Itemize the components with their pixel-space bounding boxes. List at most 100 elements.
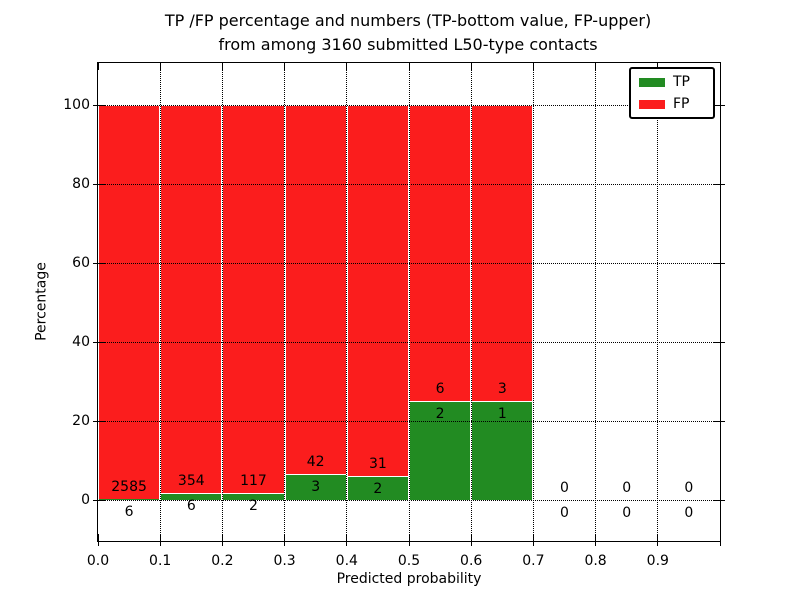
- y-tick-label: 20: [72, 413, 90, 429]
- x-tick-bottom: [657, 534, 659, 546]
- x-tick-bottom: [97, 534, 99, 546]
- y-tick-right: [713, 104, 725, 106]
- y-tick-left: [93, 104, 105, 106]
- fp-count-label: 0: [560, 480, 569, 496]
- plot-area: Percentage Predicted probability TP FP 2…: [34, 62, 725, 587]
- tp-bar-segment: [284, 473, 347, 500]
- fp-count-label: 31: [368, 456, 387, 473]
- y-tick-label: 80: [72, 176, 90, 192]
- y-tick-left: [93, 262, 105, 264]
- fp-count-label: 2585: [111, 479, 147, 496]
- y-tick-right: [713, 262, 725, 264]
- y-tick-label: 100: [63, 97, 90, 113]
- fp-legend-label: FP: [673, 96, 690, 112]
- tp-count-label: 0: [560, 505, 569, 521]
- x-tick-top: [97, 63, 99, 70]
- fp-bar-segment: [346, 105, 409, 477]
- tp-count-label: 0: [684, 505, 694, 521]
- tp-count-label: 2: [435, 406, 445, 423]
- tp-legend-label: TP: [673, 74, 690, 90]
- tp-bar-segment: [471, 401, 534, 501]
- y-axis-label: Percentage: [33, 262, 50, 341]
- tp-count-label: 3: [311, 478, 321, 495]
- x-tick-top: [159, 63, 161, 70]
- x-tick-bottom: [532, 534, 534, 546]
- vertical-gridline: [284, 63, 286, 541]
- fp-bar-segment: [98, 105, 161, 500]
- x-tick-bottom: [408, 534, 410, 546]
- y-tick-left: [93, 499, 105, 501]
- x-tick-top: [221, 63, 223, 70]
- legend-entry-tp: TP: [639, 74, 705, 90]
- y-tick-left: [93, 183, 105, 185]
- tp-count-label: 6: [186, 498, 196, 515]
- vertical-gridline: [346, 63, 348, 541]
- x-tick-bottom: [159, 534, 161, 546]
- fp-count-label: 117: [240, 473, 267, 490]
- x-axis-label: Predicted probability: [336, 571, 482, 587]
- vertical-gridline: [221, 63, 223, 541]
- x-tick-top: [470, 63, 472, 70]
- horizontal-gridline: [98, 104, 720, 106]
- vertical-gridline: [657, 63, 659, 541]
- tp-bar-segment: [346, 476, 409, 500]
- legend-entry-fp: FP: [639, 96, 705, 112]
- x-tick-label: 0.9: [646, 553, 669, 569]
- x-tick-bottom: [284, 534, 286, 546]
- x-tick-top: [408, 63, 410, 70]
- x-tick-label: 0.5: [397, 553, 421, 569]
- y-tick-left: [93, 420, 105, 422]
- tp-bar-segment: [409, 401, 472, 501]
- chart-title: TP /FP percentage and numbers (TP-bottom…: [97, 9, 719, 57]
- tp-count-label: 1: [497, 406, 507, 423]
- y-tick-label: 60: [72, 255, 90, 271]
- y-tick-right: [713, 499, 725, 501]
- x-tick-label: 0.4: [335, 553, 358, 569]
- x-tick-label: 0.2: [211, 553, 234, 569]
- fp-count-label: 3: [497, 381, 507, 398]
- x-tick-top: [346, 63, 348, 70]
- x-tick-label: 0.1: [149, 553, 172, 569]
- horizontal-gridline: [98, 499, 720, 501]
- x-tick-label: 0.3: [273, 553, 296, 569]
- horizontal-gridline: [98, 183, 720, 185]
- tp-bar-segment: [222, 493, 285, 500]
- y-tick-label: 40: [72, 334, 90, 350]
- fp-legend-swatch: [639, 99, 665, 109]
- y-tick-right: [713, 183, 725, 185]
- chart-title-line2: from among 3160 submitted L50-type conta…: [218, 35, 598, 54]
- y-tick-right: [713, 420, 725, 422]
- fp-bar-segment: [284, 105, 347, 474]
- tp-count-label: 6: [124, 504, 134, 521]
- x-tick-top: [532, 63, 534, 70]
- fp-count-label: 42: [306, 453, 325, 470]
- x-tick-bottom: [346, 534, 348, 546]
- tp-count-label: 2: [373, 481, 383, 498]
- fp-bar-segment: [409, 105, 472, 402]
- fp-count-label: 0: [684, 480, 694, 496]
- vertical-gridline: [470, 63, 472, 541]
- x-tick-top: [595, 63, 597, 70]
- vertical-gridline: [532, 63, 534, 541]
- tp-legend-swatch: [639, 77, 665, 87]
- x-tick-top: [719, 63, 721, 70]
- x-tick-bottom: [595, 534, 597, 546]
- x-tick-bottom: [719, 534, 721, 546]
- fp-count-label: 354: [177, 473, 205, 490]
- tp-count-label: 0: [622, 505, 632, 521]
- fp-count-label: 6: [435, 381, 445, 398]
- tp-bar-segment: [160, 493, 223, 500]
- chart-title-line1: TP /FP percentage and numbers (TP-bottom…: [164, 11, 652, 30]
- fp-bar-segment: [471, 105, 534, 402]
- fp-bar-segment: [160, 105, 223, 494]
- x-tick-label: 0.8: [584, 553, 607, 569]
- fp-count-label: 0: [622, 480, 632, 496]
- y-tick-left: [93, 341, 105, 343]
- x-tick-top: [284, 63, 286, 70]
- horizontal-gridline: [98, 262, 720, 264]
- x-tick-label: 0.7: [522, 553, 545, 569]
- legend: TP FP: [629, 67, 715, 119]
- x-tick-bottom: [221, 534, 223, 546]
- horizontal-gridline: [98, 341, 720, 343]
